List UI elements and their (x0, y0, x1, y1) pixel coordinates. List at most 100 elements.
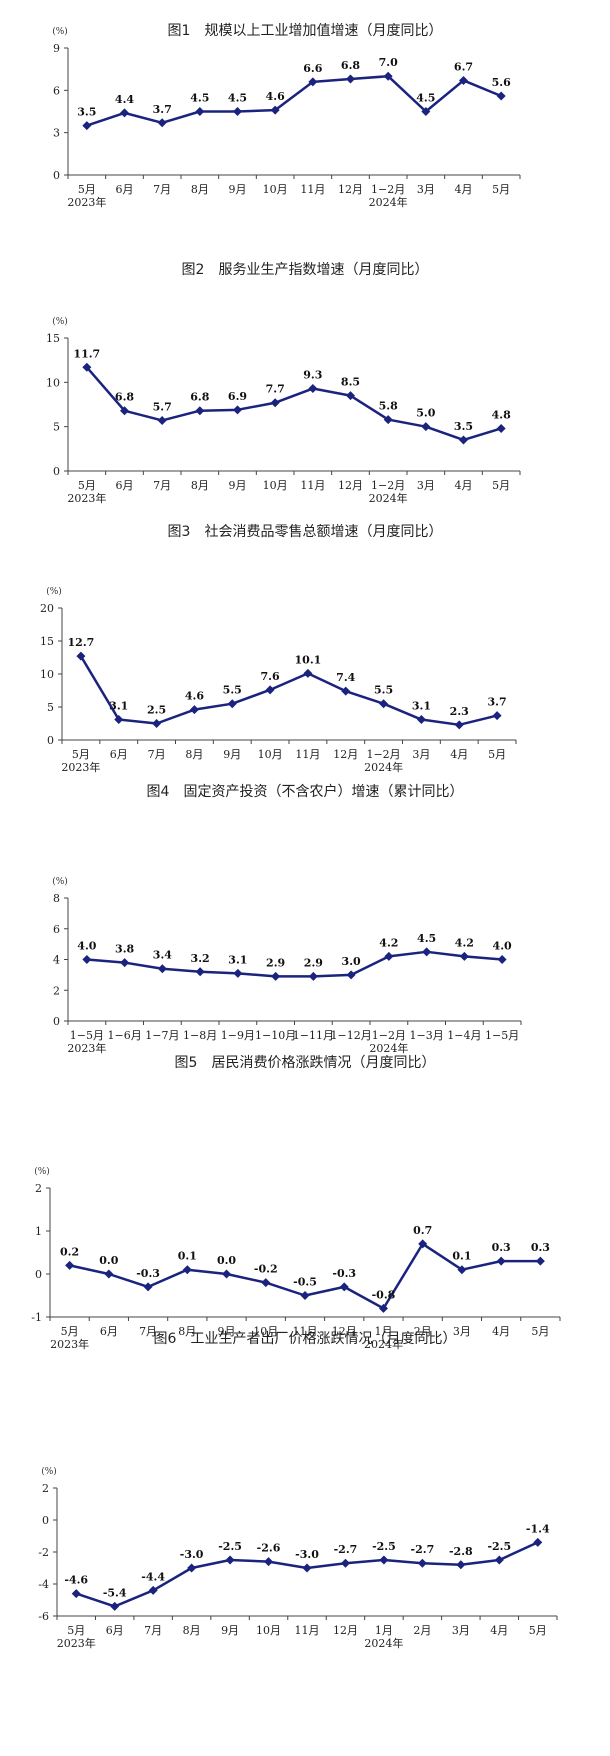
series-line (79, 655, 498, 727)
series-line (86, 950, 503, 978)
y-tick-label: 3 (53, 127, 60, 140)
x-tick-label: 5月 (492, 479, 510, 492)
data-label: -2.6 (257, 1542, 281, 1555)
data-label: 6.9 (228, 390, 247, 403)
year-label: 2024年 (364, 1337, 403, 1351)
x-tick-label: 1−10月 (255, 1029, 296, 1042)
data-point (459, 951, 469, 961)
x-tick-label: 2月 (413, 1624, 431, 1637)
data-point (264, 1557, 274, 1567)
data-label: -4.6 (64, 1574, 88, 1587)
data-point (497, 955, 507, 964)
data-label: 0.2 (60, 1245, 79, 1258)
x-tick-label: 1−2月 (371, 183, 405, 196)
data-point (227, 699, 237, 709)
x-tick-label: 6月 (116, 183, 134, 196)
data-point (379, 1555, 389, 1565)
data-point (110, 1601, 120, 1611)
year-label: 2024年 (364, 1636, 403, 1650)
data-label: 5.5 (223, 684, 242, 697)
x-tick-label: 12月 (333, 1624, 358, 1637)
data-point (195, 967, 205, 977)
data-label: 7.0 (379, 56, 398, 69)
y-tick-label: 2 (35, 1182, 42, 1195)
x-tick-label: 5月 (61, 1325, 79, 1338)
x-tick-label: 11月 (295, 748, 320, 761)
data-point (383, 71, 393, 81)
data-point (496, 423, 506, 433)
data-label: 0.0 (99, 1254, 118, 1267)
y-tick-label: 15 (40, 635, 54, 648)
data-label: 3.1 (228, 953, 247, 966)
x-tick-label: 6月 (106, 1624, 124, 1637)
data-point (143, 1282, 153, 1292)
x-tick-label: 9月 (218, 1325, 236, 1338)
x-tick-label: 1−11月 (293, 1029, 334, 1042)
x-tick-label: 1−4月 (447, 1029, 481, 1042)
y-tick-label: -2 (38, 1546, 49, 1559)
data-point (456, 1560, 466, 1570)
data-label: -3.0 (180, 1548, 204, 1561)
data-label: 0.7 (413, 1224, 432, 1237)
data-label: 0.1 (452, 1250, 471, 1263)
unit-label: (%) (52, 316, 68, 327)
data-point (302, 1563, 312, 1573)
data-point (187, 1563, 197, 1573)
x-tick-label: 3月 (412, 748, 430, 761)
data-label: -2.5 (372, 1540, 396, 1553)
data-label: 3.4 (153, 949, 172, 962)
x-tick-label: 8月 (183, 1624, 201, 1637)
data-point (195, 107, 205, 116)
y-tick-label: 6 (53, 923, 60, 936)
year-label: 2023年 (67, 491, 106, 505)
data-label: 3.7 (488, 696, 507, 709)
data-label: 4.0 (77, 940, 96, 953)
chart-title: 图4 固定资产投资（不含农户）增速（累计同比） (146, 784, 464, 800)
x-tick-label: 5月 (67, 1624, 85, 1637)
y-tick-label: 2 (42, 1482, 49, 1495)
x-tick-label: 7月 (153, 183, 171, 196)
x-tick-label: 1−2月 (366, 748, 400, 761)
data-point (195, 406, 205, 416)
data-label: 3.8 (115, 943, 134, 956)
y-tick-label: 0 (53, 169, 60, 182)
data-label: -1.4 (526, 1522, 550, 1535)
data-point (82, 955, 92, 964)
data-label: -4.4 (141, 1570, 165, 1583)
x-tick-label: 1月 (375, 1624, 393, 1637)
data-point (494, 1555, 504, 1565)
data-label: 5.5 (374, 684, 393, 697)
data-point (225, 1555, 235, 1565)
x-tick-label: 4月 (492, 1325, 510, 1338)
y-tick-label: 0 (53, 465, 60, 478)
year-label: 2023年 (67, 195, 106, 209)
x-tick-label: 7月 (144, 1624, 162, 1637)
data-point (270, 398, 280, 408)
year-label: 2023年 (57, 1636, 96, 1650)
x-tick-label: 12月 (338, 183, 363, 196)
data-point (459, 75, 468, 85)
x-tick-label: 3月 (453, 1325, 471, 1338)
x-tick-label: 5月 (492, 183, 510, 196)
data-label: -2.5 (218, 1540, 242, 1553)
year-label: 2024年 (369, 195, 408, 209)
data-label: 0.0 (217, 1254, 236, 1267)
data-point (535, 1256, 545, 1266)
data-point (82, 362, 92, 372)
x-tick-label: 9月 (229, 479, 247, 492)
data-label: 6.7 (454, 60, 473, 73)
data-label: 2.3 (450, 705, 469, 718)
data-label: -0.2 (254, 1263, 278, 1276)
data-point (459, 435, 468, 445)
x-tick-label: 1月 (374, 1325, 392, 1338)
x-tick-label: 1−3月 (410, 1029, 444, 1042)
data-label: 3.5 (454, 420, 473, 433)
x-tick-label: 1−8月 (183, 1029, 217, 1042)
x-tick-label: 6月 (100, 1325, 118, 1338)
chart-6: 图6 工业生产者出厂价格涨跌情况（月度同比） (%) -6 -4 -2 0 2 5月 6月 7月… (0, 1331, 610, 1756)
data-point (454, 720, 464, 730)
data-point (71, 1589, 81, 1599)
data-point (457, 1265, 467, 1275)
y-tick-label: 0 (42, 1514, 49, 1527)
